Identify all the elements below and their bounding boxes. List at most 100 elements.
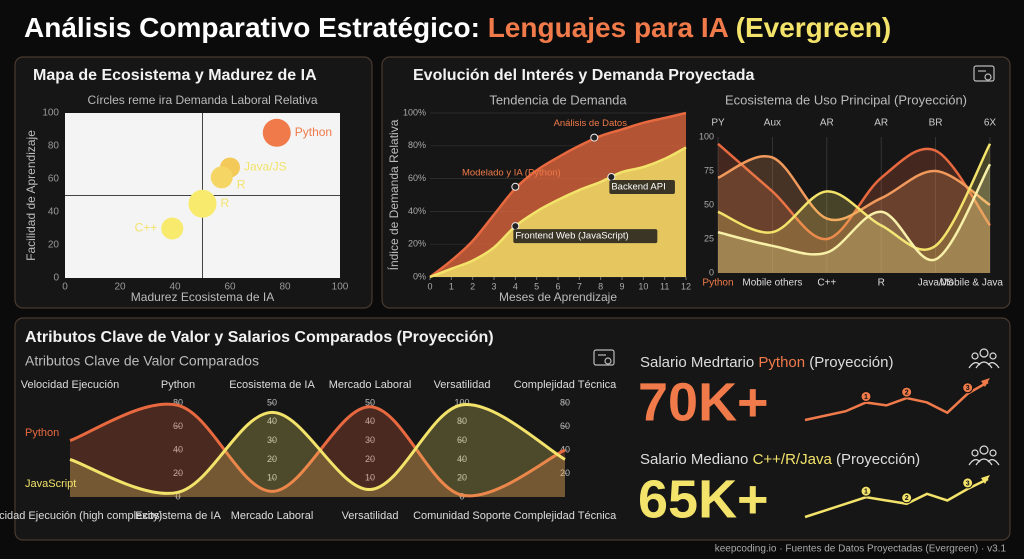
bottom-label: Ecosistema de IA: [135, 510, 221, 522]
chart-title: Tendencia de Demanda: [489, 92, 627, 107]
arrow-head: [981, 475, 990, 484]
trend-marker: [901, 492, 913, 504]
colored-title: Salario Medrtario Python (Proyección): [640, 354, 893, 371]
y-tick-label: 80: [48, 141, 60, 152]
x-tick-label: 9: [619, 281, 624, 291]
trend-marker: [962, 477, 974, 489]
title-part: (Proyección): [832, 451, 920, 468]
kpi-value: 65K+: [638, 469, 769, 529]
x-tick-label: 10: [638, 281, 648, 291]
y-tick-label: 40%: [408, 206, 426, 216]
x-tick-label: 2: [470, 281, 475, 291]
annotation-box: [513, 229, 658, 244]
bottom-label: Comunidad Soporte: [413, 510, 511, 522]
bubble: [188, 189, 217, 218]
top-label: 6X: [984, 118, 997, 129]
annotation-dot: [511, 182, 520, 191]
x-tick-label: 1: [449, 281, 454, 291]
y-tick-label: 25: [704, 233, 714, 243]
bubble-label: R: [221, 196, 230, 210]
top-label: BR: [929, 118, 943, 129]
x-tick-label: Java/JS: [918, 278, 954, 289]
top-label: Complejidad Técnica: [514, 379, 617, 391]
legend-label: Python: [25, 427, 59, 439]
x-tick-label: 100: [332, 282, 349, 293]
annotation: Modelado y IA (Python): [462, 167, 561, 178]
x-tick-label: R: [878, 278, 885, 289]
y-tick-label: 20: [560, 468, 570, 478]
certificate-icon: [973, 65, 995, 82]
x-tick-label: 6: [555, 281, 560, 291]
chart-title: Atributos Clave de Valor Comparados: [25, 353, 259, 369]
panel-title: Mapa de Ecosistema y Madurez de IA: [33, 67, 317, 84]
legend-label: JavaScript: [25, 478, 76, 490]
panel-title: Evolución del Interés y Demanda Proyecta…: [413, 67, 755, 84]
top-label: Ecosistema de IA: [229, 379, 315, 391]
title-part: Salario Medrtario: [640, 354, 758, 371]
area: [430, 147, 686, 277]
y-tick-label: 40: [267, 416, 277, 426]
y-tick-label: 0: [53, 273, 59, 284]
x-tick-label: 0: [427, 281, 432, 291]
x-tick-label: 60: [224, 282, 236, 293]
y-tick-label: 50: [365, 397, 375, 407]
y-tick-label: 0%: [413, 271, 426, 281]
y-tick-label: 60%: [408, 173, 426, 183]
bubble-label: C++: [135, 221, 158, 235]
y-tick-label: 75: [704, 165, 714, 175]
x-tick-label: 20: [114, 282, 126, 293]
bottom-label: Versatilidad: [342, 510, 399, 522]
annotation-dot: [590, 133, 599, 142]
marker-label: 2: [905, 389, 909, 396]
y-tick-label: 10: [267, 473, 277, 483]
bottom-label: Complejidad Técnica: [514, 510, 617, 522]
y-tick-label: 30: [365, 435, 375, 445]
y-tick-label: 80: [560, 397, 570, 407]
marker-label: 1: [864, 489, 868, 496]
bubble-label: R: [237, 178, 246, 192]
bottom-label: Mercado Laboral: [231, 510, 314, 522]
y-tick-label: 60: [457, 435, 467, 445]
top-label: AR: [874, 118, 888, 129]
area: [718, 143, 990, 273]
y-tick-label: 100%: [403, 107, 426, 117]
trend-marker: [901, 386, 913, 398]
annotation-dot: [607, 172, 616, 181]
x-tick-label: 8: [598, 281, 603, 291]
title-part: Salario Mediano: [640, 451, 753, 468]
x-tick-label: 4: [513, 281, 518, 291]
line: [429, 111, 687, 278]
y-tick-label: 10: [365, 473, 375, 483]
certificate-icon: [593, 349, 615, 366]
y-tick-label: 20: [365, 454, 375, 464]
chart-title: Círcles reme ira Demanda Laboral Relativ…: [87, 93, 317, 107]
y-tick-label: 40: [457, 454, 467, 464]
title-part: Análisis Comparativo Estratégico:: [24, 12, 488, 43]
y-tick-label: 80: [173, 397, 183, 407]
bubble-label: Java/JS: [244, 160, 287, 174]
trend-marker: [860, 390, 872, 402]
y-tick-label: 30: [267, 435, 277, 445]
line: [69, 403, 566, 495]
line: [717, 163, 992, 262]
top-label: PY: [711, 118, 725, 129]
x-tick-label: Mobile & Java: [940, 278, 1003, 289]
line: [717, 142, 992, 241]
bottom-label: Velocidad Ejecución (high complexity): [0, 510, 162, 522]
y-tick-label: 20: [457, 473, 467, 483]
line: [717, 154, 991, 222]
y-tick-label: 60: [560, 421, 570, 431]
y-tick-label: 40: [173, 444, 183, 454]
panel: [14, 317, 1011, 541]
marker-label: 3: [966, 480, 970, 487]
area: [718, 143, 990, 273]
y-tick-label: 50: [704, 199, 714, 209]
title-part: (Evergreen): [736, 12, 892, 43]
annotation: Análisis de Datos: [554, 118, 628, 129]
arrow-head: [981, 378, 990, 387]
y-tick-label: 60: [48, 174, 60, 185]
top-label: AR: [820, 118, 834, 129]
x-tick-label: 12: [681, 281, 691, 291]
y-tick-label: 80: [457, 416, 467, 426]
top-label: Velocidad Ejecución: [21, 379, 119, 391]
